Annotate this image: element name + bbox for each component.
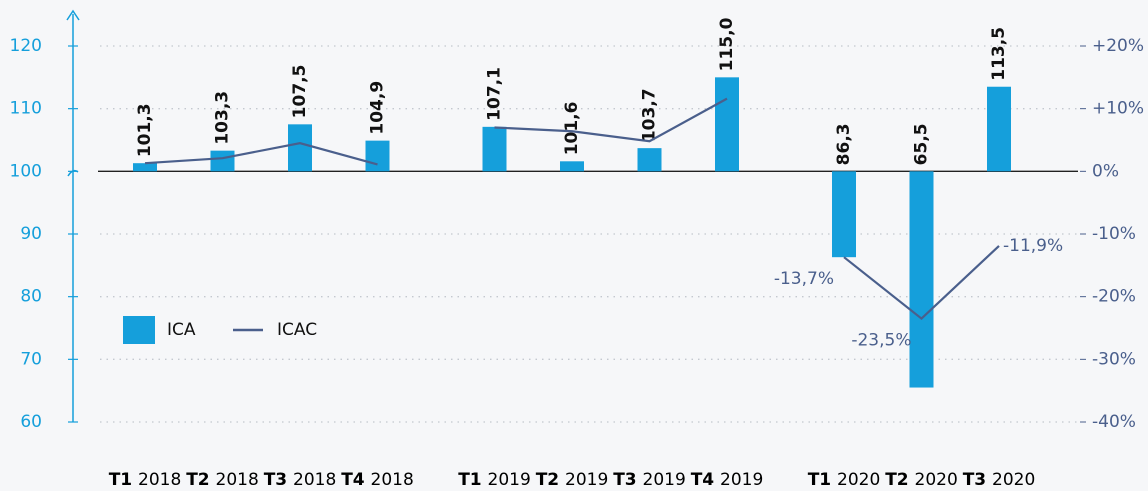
y2-tick-label: -30% xyxy=(1092,349,1136,369)
axis-arrow xyxy=(66,9,80,21)
x-tick-label: T4 2019 xyxy=(691,470,764,490)
data-label: 107,1 xyxy=(485,67,505,121)
bar xyxy=(210,150,235,172)
x-tick-label-part: 2020 xyxy=(992,470,1035,490)
bar xyxy=(637,148,662,172)
x-tick-label-part: T2 xyxy=(885,470,914,490)
x-tick-label: T2 2018 xyxy=(186,470,259,490)
bar xyxy=(560,161,584,172)
data-label: -11,9% xyxy=(1003,236,1063,256)
x-tick-label-part: T3 xyxy=(264,470,293,490)
y-tick-label: 120 xyxy=(10,36,42,56)
x-tick-label-part: 2018 xyxy=(371,470,414,490)
x-tick-label-part: 2020 xyxy=(837,470,880,490)
data-label: -13,7% xyxy=(774,269,834,289)
x-tick-label-part: T4 xyxy=(691,470,720,490)
x-tick-label-part: T1 xyxy=(808,470,837,490)
x-tick-label: T1 2020 xyxy=(808,470,881,490)
bar xyxy=(288,124,312,172)
x-tick-label-part: 2018 xyxy=(216,470,259,490)
x-tick-label-part: T2 xyxy=(536,470,565,490)
data-label: 107,5 xyxy=(290,65,310,119)
line xyxy=(144,97,1000,321)
bar xyxy=(133,163,157,172)
data-label: 104,9 xyxy=(368,81,388,135)
y2-tick-label: +20% xyxy=(1092,36,1144,56)
x-tick-label-part: 2019 xyxy=(720,470,763,490)
x-tick-label: T1 2018 xyxy=(109,470,182,490)
y2-tick-label: -40% xyxy=(1092,412,1136,432)
y-tick-label: 100 xyxy=(10,161,42,181)
legend-swatch xyxy=(123,316,155,344)
data-label: 101,3 xyxy=(135,103,155,157)
data-label: 86,3 xyxy=(834,123,854,165)
data-label: 101,6 xyxy=(562,102,582,156)
legend-label: ICAC xyxy=(277,320,317,340)
y-tick-label: 90 xyxy=(20,224,42,244)
x-tick-label-part: 2019 xyxy=(488,470,531,490)
y-tick-label: 60 xyxy=(20,412,42,432)
x-tick-label-part: 2019 xyxy=(643,470,686,490)
x-tick-label: T3 2018 xyxy=(264,470,337,490)
bar xyxy=(987,86,1011,172)
y2-tick-label: +10% xyxy=(1092,99,1144,119)
x-tick-label-part: 2019 xyxy=(565,470,608,490)
y-tick-label: 110 xyxy=(10,99,42,119)
data-label: 113,5 xyxy=(989,27,1009,81)
bar xyxy=(909,171,934,388)
legend-label: ICA xyxy=(167,320,196,340)
x-tick-label: T2 2019 xyxy=(536,470,609,490)
x-tick-label: T3 2019 xyxy=(613,470,686,490)
x-tick-label-part: T1 xyxy=(458,470,487,490)
bar xyxy=(715,77,739,172)
bar xyxy=(482,126,507,172)
data-label: 65,5 xyxy=(912,123,932,165)
y-tick-label: 80 xyxy=(20,287,42,307)
y2-tick-label: -10% xyxy=(1092,224,1136,244)
x-tick-label: T1 2019 xyxy=(458,470,531,490)
data-label: 103,3 xyxy=(213,91,233,145)
x-tick-label: T2 2020 xyxy=(885,470,958,490)
data-label: -23,5% xyxy=(851,331,911,351)
y-tick-label: 70 xyxy=(20,349,42,369)
bar xyxy=(832,171,856,258)
y2-tick-label: -20% xyxy=(1092,287,1136,307)
x-tick-label-part: T3 xyxy=(613,470,642,490)
x-tick-label-part: T1 xyxy=(109,470,138,490)
x-tick-label-part: 2018 xyxy=(293,470,336,490)
x-tick-label-part: 2020 xyxy=(915,470,958,490)
x-tick-label: T4 2018 xyxy=(341,470,414,490)
x-tick-label-part: T4 xyxy=(341,470,370,490)
y2-tick-label: 0% xyxy=(1092,161,1119,181)
x-tick-label-part: T2 xyxy=(186,470,215,490)
bar xyxy=(365,140,390,172)
x-tick-label-part: 2018 xyxy=(138,470,181,490)
data-label: 115,0 xyxy=(717,17,737,71)
x-tick-label-part: T3 xyxy=(963,470,992,490)
x-tick-label: T3 2020 xyxy=(963,470,1036,490)
data-label: 103,7 xyxy=(640,88,660,142)
